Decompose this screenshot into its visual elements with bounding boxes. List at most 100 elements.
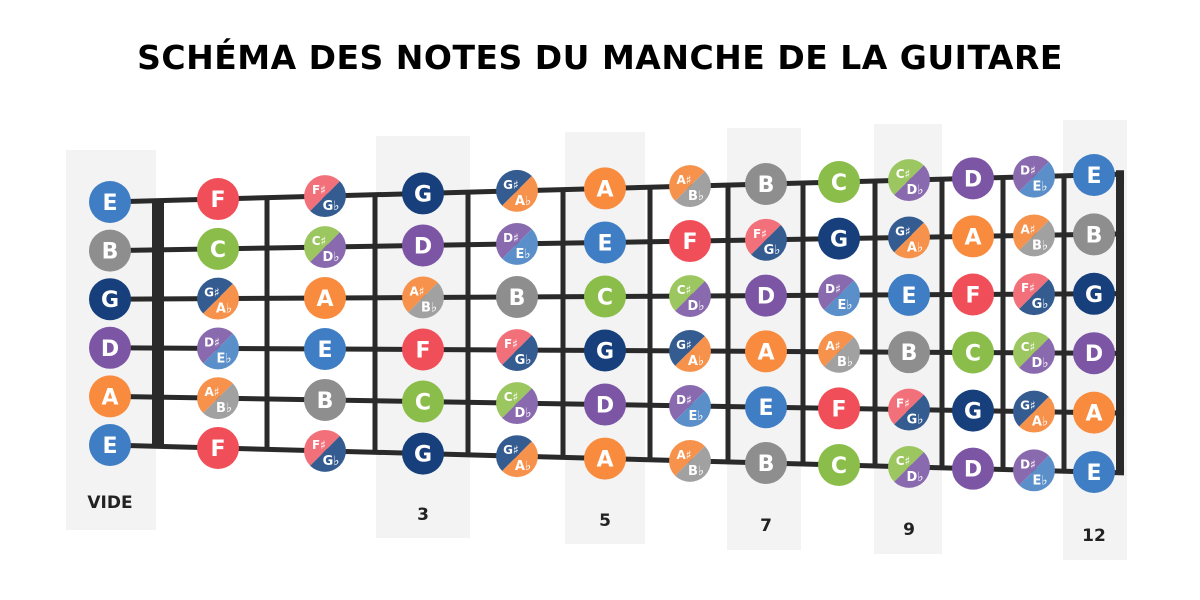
note-dot: A <box>745 330 787 373</box>
note-dot: C♯ D♭ <box>888 445 930 488</box>
note-label: A <box>757 340 774 365</box>
note-dot: A <box>89 375 131 418</box>
note-label: E <box>317 338 332 363</box>
sharp-label: F♯ <box>753 227 767 241</box>
sharp-label: A♯ <box>676 448 691 462</box>
note-dot: B <box>888 331 930 374</box>
note-label: G <box>101 288 119 313</box>
sharp-label: G♯ <box>503 178 519 192</box>
sharp-label: G♯ <box>503 443 519 457</box>
note-label: B <box>317 389 334 414</box>
note-label: C <box>597 285 613 310</box>
note-dot: G♯ A♭ <box>1013 390 1055 433</box>
flat-label: B♭ <box>421 300 437 315</box>
note-label: A <box>1085 402 1102 427</box>
note-label: F <box>682 230 697 255</box>
note-dot: G <box>818 217 860 260</box>
note-label: G <box>414 443 432 468</box>
note-dot: D <box>952 447 994 490</box>
note-dot: G <box>952 389 994 432</box>
note-dot: E <box>304 327 346 370</box>
note-dot: G <box>89 278 131 321</box>
note-dot: C <box>818 160 860 203</box>
note-dot: A♯ B♭ <box>669 439 711 482</box>
note-label: G <box>596 340 614 365</box>
flat-label: G♭ <box>323 454 340 469</box>
note-dot: D <box>584 383 626 426</box>
flat-label: D♭ <box>688 299 705 314</box>
sharp-label: D♯ <box>503 231 519 245</box>
note-label: E <box>1086 164 1101 189</box>
note-dot: F♯ G♭ <box>745 218 787 261</box>
sharp-label: D♯ <box>825 282 841 296</box>
flat-label: G♭ <box>907 413 924 428</box>
note-dot: B <box>1073 213 1115 256</box>
flat-label: D♭ <box>515 406 532 421</box>
note-label: F <box>965 283 980 308</box>
sharp-label: F♯ <box>312 438 326 452</box>
flat-label: E♭ <box>515 247 530 262</box>
note-label: G <box>964 400 982 425</box>
note-dot: B <box>89 229 131 272</box>
note-label: A <box>596 448 613 473</box>
note-dot: E <box>89 181 131 223</box>
note-label: B <box>102 240 119 265</box>
sharp-label: G♯ <box>204 286 220 300</box>
note-label: F <box>210 437 225 462</box>
note-dot: G <box>402 172 444 215</box>
note-dot: E <box>1073 154 1115 196</box>
note-dot: F♯ G♭ <box>888 388 930 431</box>
note-dot: A <box>1073 391 1115 434</box>
note-dot: G♯ A♭ <box>496 169 538 212</box>
note-label: F <box>415 339 430 364</box>
sharp-label: G♯ <box>1020 399 1036 413</box>
fret-label-5: 5 <box>599 511 611 531</box>
sharp-label: F♯ <box>896 397 910 411</box>
note-dot: C <box>952 331 994 374</box>
note-dot: C♯ D♭ <box>304 226 346 268</box>
note-label: D <box>964 458 982 483</box>
note-label: E <box>758 396 773 421</box>
note-label: E <box>102 191 117 216</box>
note-dot: D <box>89 326 131 369</box>
sharp-label: A♯ <box>409 284 424 298</box>
note-dot: C♯ D♭ <box>669 275 711 317</box>
fret-label-12: 12 <box>1082 526 1106 546</box>
sharp-label: F♯ <box>312 183 326 197</box>
sharp-label: A♯ <box>1020 222 1035 236</box>
note-dot: D <box>952 157 994 200</box>
note-dots: E F F♯G♭ G G♯A♭ A A♯B♭ B C C♯D♭ D D♯E♭ EB C C♯D♭ D D♯E♭ E… <box>89 154 1115 493</box>
note-label: C <box>415 391 431 416</box>
flat-label: E♭ <box>216 351 231 366</box>
note-label: B <box>1086 223 1103 248</box>
note-dot: B <box>745 442 787 484</box>
note-label: E <box>597 231 612 256</box>
note-label: C <box>210 238 226 263</box>
note-label: A <box>316 287 333 312</box>
note-dot: D <box>745 274 787 317</box>
sharp-label: C♯ <box>1021 340 1036 354</box>
sharp-label: A♯ <box>676 173 691 187</box>
note-label: A <box>964 225 981 250</box>
note-dot: F <box>402 328 444 371</box>
note-dot: D <box>1073 332 1115 375</box>
flat-label: A♭ <box>216 302 232 317</box>
note-dot: D♯ E♭ <box>197 327 239 370</box>
note-dot: D <box>402 224 444 267</box>
flat-label: E♭ <box>837 298 852 313</box>
flat-label: A♭ <box>515 459 531 474</box>
note-dot: A♯ B♭ <box>197 377 239 420</box>
flat-label: D♭ <box>907 470 924 485</box>
sharp-label: D♯ <box>1020 457 1036 471</box>
note-label: D <box>1085 342 1103 367</box>
note-dot: D♯ E♭ <box>496 222 538 265</box>
fret-lines <box>152 170 1124 475</box>
note-dot: F♯ G♭ <box>496 329 538 371</box>
note-dot: A♯ B♭ <box>402 276 444 319</box>
note-dot: B <box>304 378 346 421</box>
note-dot: C <box>584 275 626 318</box>
note-dot: A <box>584 437 626 480</box>
page-title: SCHÉMA DES NOTES DU MANCHE DE LA GUITARE <box>137 38 1063 77</box>
flat-label: G♭ <box>1032 297 1049 312</box>
